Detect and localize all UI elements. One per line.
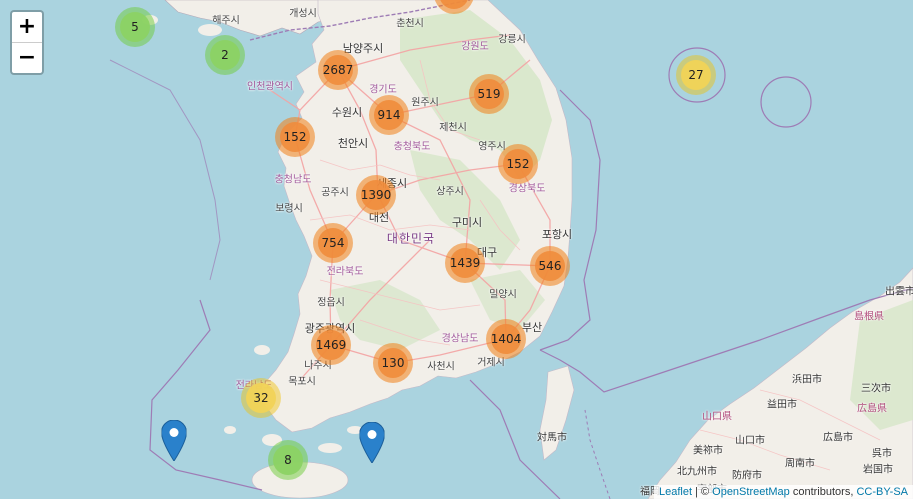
cluster-top[interactable] bbox=[434, 0, 474, 14]
cluster-152-east[interactable]: 152 bbox=[498, 144, 538, 184]
cluster-1469[interactable]: 1469 bbox=[311, 325, 351, 365]
zoom-in-button[interactable]: + bbox=[12, 12, 42, 43]
marker-east-pin-icon[interactable] bbox=[358, 421, 386, 464]
cluster-27[interactable]: 27 bbox=[676, 55, 716, 95]
map-attribution: Leaflet | © OpenStreetMap contributors, … bbox=[653, 485, 913, 499]
cluster-count: 152 bbox=[280, 122, 310, 152]
cluster-count: 1404 bbox=[491, 324, 521, 354]
zoom-out-button[interactable]: − bbox=[17, 45, 37, 70]
cluster-count: 152 bbox=[503, 149, 533, 179]
cluster-130[interactable]: 130 bbox=[373, 343, 413, 383]
cluster-8[interactable]: 8 bbox=[268, 440, 308, 480]
cluster-count: 27 bbox=[681, 60, 711, 90]
cluster-914[interactable]: 914 bbox=[369, 95, 409, 135]
leaflet-link[interactable]: Leaflet bbox=[658, 486, 692, 498]
cluster-count bbox=[439, 0, 469, 9]
cluster-2687[interactable]: 2687 bbox=[318, 50, 358, 90]
cluster-1390[interactable]: 1390 bbox=[356, 175, 396, 215]
cluster-count: 8 bbox=[273, 445, 303, 475]
cluster-count: 5 bbox=[120, 12, 150, 42]
cluster-519[interactable]: 519 bbox=[469, 74, 509, 114]
license-link[interactable]: CC-BY-SA bbox=[856, 486, 908, 498]
cluster-count: 1469 bbox=[316, 330, 346, 360]
cluster-1439[interactable]: 1439 bbox=[445, 243, 485, 283]
attribution-contributors: contributors, bbox=[789, 486, 857, 498]
cluster-5[interactable]: 5 bbox=[115, 7, 155, 47]
cluster-1404[interactable]: 1404 bbox=[486, 319, 526, 359]
openstreetmap-link[interactable]: OpenStreetMap bbox=[712, 486, 790, 498]
cluster-2[interactable]: 2 bbox=[205, 35, 245, 75]
cluster-count: 1390 bbox=[361, 180, 391, 210]
cluster-count: 546 bbox=[535, 251, 565, 281]
cluster-count: 1439 bbox=[450, 248, 480, 278]
zoom-control: + − bbox=[10, 10, 44, 75]
marker-west-pin-icon[interactable] bbox=[160, 419, 188, 462]
cluster-count: 2 bbox=[210, 40, 240, 70]
cluster-32[interactable]: 32 bbox=[241, 378, 281, 418]
cluster-count: 914 bbox=[374, 100, 404, 130]
cluster-546[interactable]: 546 bbox=[530, 246, 570, 286]
cluster-152-west[interactable]: 152 bbox=[275, 117, 315, 157]
cluster-count: 2687 bbox=[323, 55, 353, 85]
cluster-count: 130 bbox=[378, 348, 408, 378]
attribution-separator: | © bbox=[692, 486, 713, 498]
cluster-count: 754 bbox=[318, 228, 348, 258]
cluster-count: 32 bbox=[246, 383, 276, 413]
cluster-count: 519 bbox=[474, 79, 504, 109]
cluster-754[interactable]: 754 bbox=[313, 223, 353, 263]
